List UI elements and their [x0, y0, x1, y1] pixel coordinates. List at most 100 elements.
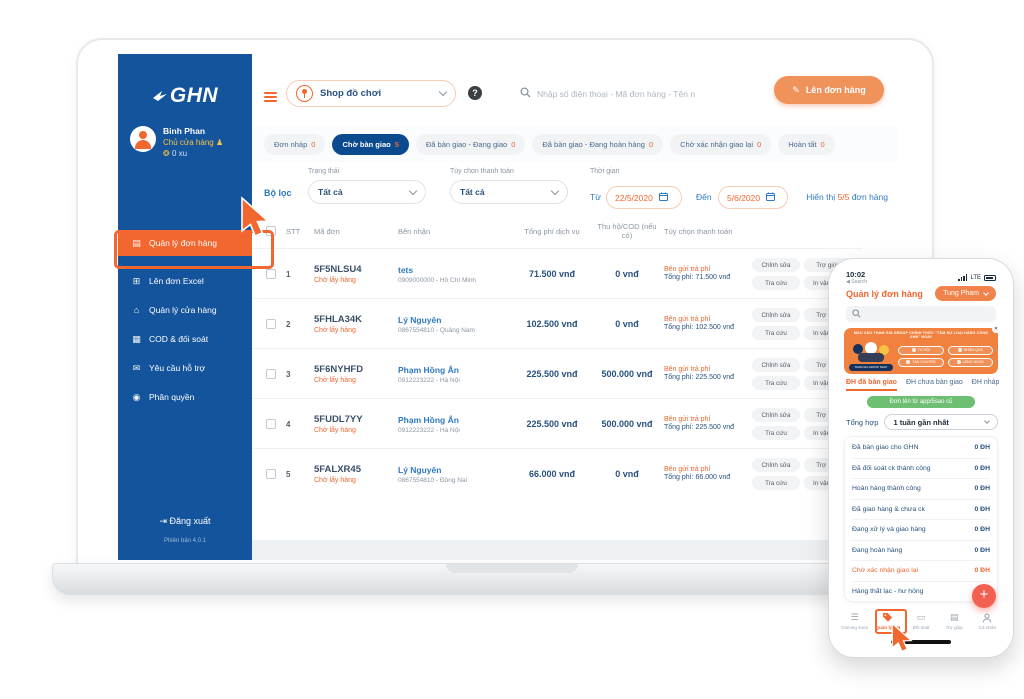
user-profile[interactable]: Binh Phan Chủ cửa hàng ♟ ❂ 0 xu — [130, 126, 223, 158]
lookup-button[interactable]: Tra cứu — [752, 426, 800, 440]
nav-coming-soon[interactable]: ☰ Coming soon — [841, 612, 869, 630]
tab-awaiting-handover[interactable]: Chờ bàn giao 5 — [332, 133, 409, 155]
payment-total: Tổng phí: 102.500 vnđ — [664, 323, 735, 331]
col-fee: Tổng phí dịch vụ — [524, 226, 580, 236]
order-code[interactable]: 5F6NYHFD — [314, 364, 364, 375]
summary-label: Tổng hợp — [846, 417, 879, 427]
stat-row[interactable]: Chờ xác nhận giao lại 0 ĐH — [852, 560, 990, 581]
order-status: Chờ lấy hàng — [314, 377, 356, 384]
order-code[interactable]: 5FHLA34K — [314, 314, 363, 325]
tab-returning[interactable]: Đã bàn giao - Đang hoàn hàng 0 — [532, 133, 664, 155]
row-index: 4 — [286, 419, 291, 429]
sidebar-item-order-management[interactable]: ▤ Quản lý đơn hàng — [118, 230, 252, 256]
cod-amount: 0 vnđ — [615, 469, 639, 479]
order-code[interactable]: 5FUDL7YY — [314, 414, 363, 425]
cursor-arrow-phone — [891, 622, 913, 653]
banner-cta[interactable]: THAM GIA GROUP NGAY — [849, 364, 893, 371]
stat-row[interactable]: Đang hoàn hàng 0 ĐH — [852, 539, 990, 561]
stat-row[interactable]: Đã giao hàng & chưa ck 0 ĐH — [852, 498, 990, 520]
shop-icon — [296, 85, 313, 102]
period-select[interactable]: 1 tuần gần nhất — [884, 414, 998, 430]
receiver-name: Lý Nguyên — [398, 314, 442, 325]
tab-draft[interactable]: Đơn nháp 0 — [264, 133, 326, 155]
receiver-name: Phạm Hồng Ân — [398, 364, 459, 375]
lookup-button[interactable]: Tra cứu — [752, 326, 800, 340]
stat-row[interactable]: Đã đối soát ck thành công 0 ĐH — [852, 457, 990, 479]
phone-mockup: 10:02 ◀ Search LTE Quản lý đơn hàng Tung… — [828, 258, 1014, 658]
edit-button[interactable]: Chỉnh sửa — [752, 258, 800, 272]
order-status-tabs: Đơn nháp 0 Chờ bàn giao 5 Đã bàn giao - Đa… — [252, 126, 898, 162]
order-status: Chờ lấy hàng — [314, 277, 356, 284]
status-filter-select[interactable]: Tất cả — [308, 180, 426, 204]
logout-button[interactable]: ⇥ Đăng xuất — [159, 516, 211, 526]
phone-tab-draft[interactable]: ĐH nháp — [971, 379, 1000, 386]
shop-selector[interactable]: Shop đồ chơi — [286, 80, 456, 107]
coin-icon: ❂ — [163, 149, 170, 158]
chevron-down-icon — [984, 417, 990, 424]
close-icon[interactable]: ✕ — [992, 325, 1000, 333]
sidebar-item-support[interactable]: ✉ Yêu cầu hỗ trợ — [118, 355, 252, 381]
sidebar-item-label: Lên đơn Excel — [149, 276, 204, 286]
search-input[interactable] — [537, 89, 760, 99]
sidebar-item-cod[interactable]: ▦ COD & đối soát — [118, 326, 252, 352]
nav-support[interactable]: ▤ Trợ giúp — [945, 612, 963, 630]
stat-row[interactable]: Hàng thất lạc - hư hỏng — [852, 580, 990, 602]
lookup-button[interactable]: Tra cứu — [752, 476, 800, 490]
tab-redelivery-confirm[interactable]: Chờ xác nhận giao lại 0 — [670, 133, 772, 155]
ghn-logo: GHN — [118, 84, 252, 108]
banner-title: MAU VÀO THAM GIA GROUP CHÍNH THỨC "TÂM S… — [853, 331, 989, 339]
stat-row[interactable]: Đã bàn giao cho GHN 0 ĐH — [852, 443, 990, 451]
edit-button[interactable]: Chỉnh sửa — [752, 408, 800, 422]
phone-search-bar[interactable] — [846, 306, 996, 322]
order-status: Chờ lấy hàng — [314, 427, 356, 434]
sidebar-item-excel-upload[interactable]: ⊞ Lên đơn Excel — [118, 268, 252, 294]
from-date-picker[interactable]: 22/5/2020 — [606, 186, 682, 209]
create-order-button[interactable]: ✎ Lên đơn hàng — [774, 76, 884, 104]
banner-pills: TỤ HỘI NHẬN QUÀ TÁN CHUYỆN LẮNG NGHE — [898, 341, 993, 371]
help-icon[interactable]: ? — [468, 86, 482, 100]
receiver-name: Lý Nguyên — [398, 464, 442, 475]
nav-profile[interactable]: Cá nhân — [971, 612, 1004, 630]
clipboard-icon: ▤ — [132, 237, 141, 248]
edit-button[interactable]: Chỉnh sửa — [752, 458, 800, 472]
user-name: Binh Phan — [163, 126, 206, 136]
sidebar-item-permissions[interactable]: ◉ Phân quyền — [118, 384, 252, 410]
tab-completed[interactable]: Hoàn tất 0 — [778, 133, 835, 155]
tab-delivering[interactable]: Đã bàn giao - Đang giao 0 — [415, 133, 526, 155]
order-status: Chờ lấy hàng — [314, 477, 356, 484]
row-checkbox[interactable] — [266, 369, 276, 379]
hamburger-icon[interactable] — [264, 90, 277, 104]
to-date-picker[interactable]: 5/6/2020 — [718, 186, 788, 209]
phone-account-selector[interactable]: Tung Pham — [935, 286, 996, 301]
lookup-button[interactable]: Tra cứu — [752, 376, 800, 390]
receiver-contact: 0912223222 - Hà Nội — [398, 426, 460, 434]
edit-button[interactable]: Chỉnh sửa — [752, 308, 800, 322]
receiver-contact: 0867554810 - Đồng Nai — [398, 476, 468, 484]
phone-tab-not-handed-over[interactable]: ĐH chưa bàn giao — [905, 379, 963, 386]
row-checkbox[interactable] — [266, 319, 276, 329]
order-table: 1 5F5NLSU4 Chờ lấy hàng tets 0909000000 … — [252, 248, 862, 498]
payer-type: Bên gửi trả phí — [664, 315, 711, 323]
add-order-fab[interactable]: + — [972, 584, 996, 608]
payment-filter-select[interactable]: Tất cả — [450, 180, 568, 204]
payer-type: Bên gửi trả phí — [664, 415, 711, 423]
row-checkbox[interactable] — [266, 419, 276, 429]
stat-row[interactable]: Hoàn hàng thành công 0 ĐH — [852, 478, 990, 499]
order-code[interactable]: 5FALXR45 — [314, 464, 361, 475]
row-checkbox[interactable] — [266, 269, 276, 279]
edit-button[interactable]: Chỉnh sửa — [752, 358, 800, 372]
lookup-button[interactable]: Tra cứu — [752, 276, 800, 290]
phone-tab-handed-over[interactable]: ĐH đã bàn giao — [846, 379, 897, 391]
order-code[interactable]: 5F5NLSU4 — [314, 264, 362, 275]
row-checkbox[interactable] — [266, 469, 276, 479]
stat-row[interactable]: Đang xử lý và giao hàng 0 ĐH — [852, 519, 990, 540]
phone-back-to-search[interactable]: ◀ Search — [846, 279, 868, 285]
payment-total: Tổng phí: 66.000 vnđ — [664, 473, 731, 481]
promo-banner[interactable]: ✕ MAU VÀO THAM GIA GROUP CHÍNH THỨC "TÂM… — [844, 325, 1000, 374]
sidebar-item-store-management[interactable]: ⌂ Quản lý cửa hàng — [118, 297, 252, 323]
nav-order-management[interactable]: Quản lý ĐH — [871, 612, 904, 630]
nav-reconciliation[interactable]: ▭ Đối soát — [912, 612, 930, 630]
col-code: Mã đơn — [314, 226, 340, 236]
legacy-app-orders-button[interactable]: Đơn lên từ app/5sao cũ — [867, 396, 975, 408]
